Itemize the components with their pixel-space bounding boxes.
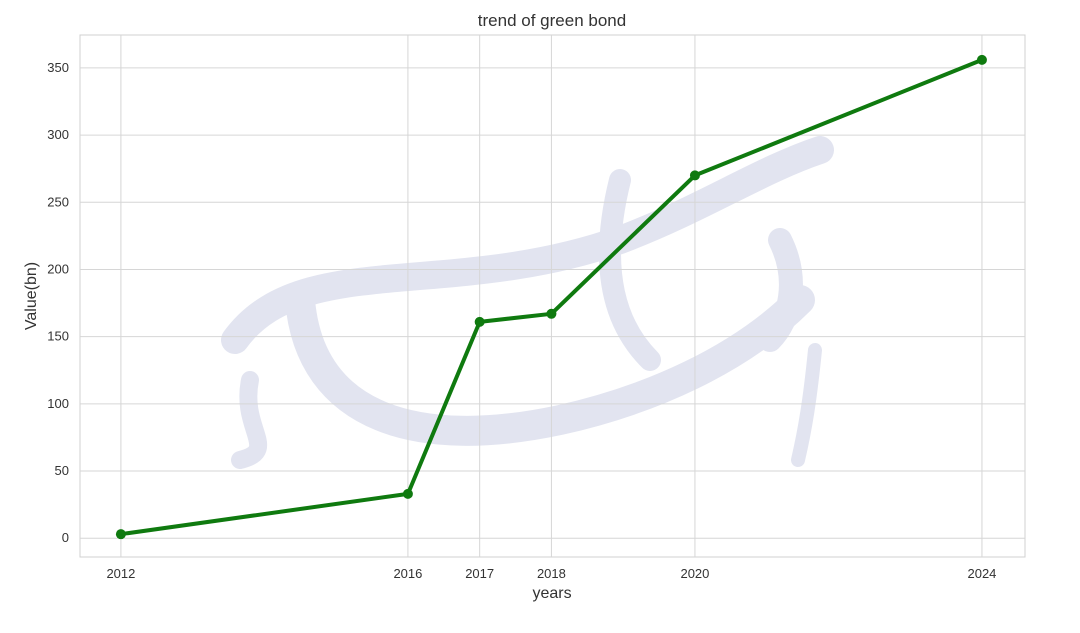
series-line — [120, 58, 983, 537]
y-tick-label: 150 — [47, 329, 69, 344]
x-tick-labels: 2012 2016 2017 2018 2020 2024 — [106, 566, 996, 581]
x-tick-label: 2018 — [537, 566, 566, 581]
x-tick-label: 2024 — [967, 566, 996, 581]
data-point-2016 — [402, 488, 413, 499]
watermark-logo — [221, 136, 834, 469]
x-tick-label: 2012 — [106, 566, 135, 581]
plot-area — [79, 34, 1026, 558]
x-tick-label: 2016 — [393, 566, 422, 581]
y-tick-labels: 0 50 100 150 200 250 300 350 — [47, 60, 69, 545]
x-tick-label: 2017 — [465, 566, 494, 581]
y-tick-label: 350 — [47, 60, 69, 75]
series-group — [115, 54, 987, 540]
y-tick-label: 50 — [55, 463, 69, 478]
y-axis-label: Value(bn) — [23, 262, 40, 330]
y-tick-label: 0 — [62, 530, 69, 545]
x-axis-label: years — [532, 585, 571, 602]
data-point-2024 — [976, 54, 987, 65]
y-tick-label: 100 — [47, 396, 69, 411]
data-point-2020 — [689, 170, 700, 181]
y-tick-label: 300 — [47, 127, 69, 142]
y-tick-label: 200 — [47, 261, 69, 276]
data-point-2017 — [474, 316, 485, 327]
y-tick-label: 250 — [47, 194, 69, 209]
data-point-2018 — [546, 308, 557, 319]
x-tick-label: 2020 — [680, 566, 709, 581]
chart-title: trend of green bond — [478, 11, 626, 30]
data-point-2012 — [115, 529, 126, 540]
grid — [80, 35, 1025, 557]
